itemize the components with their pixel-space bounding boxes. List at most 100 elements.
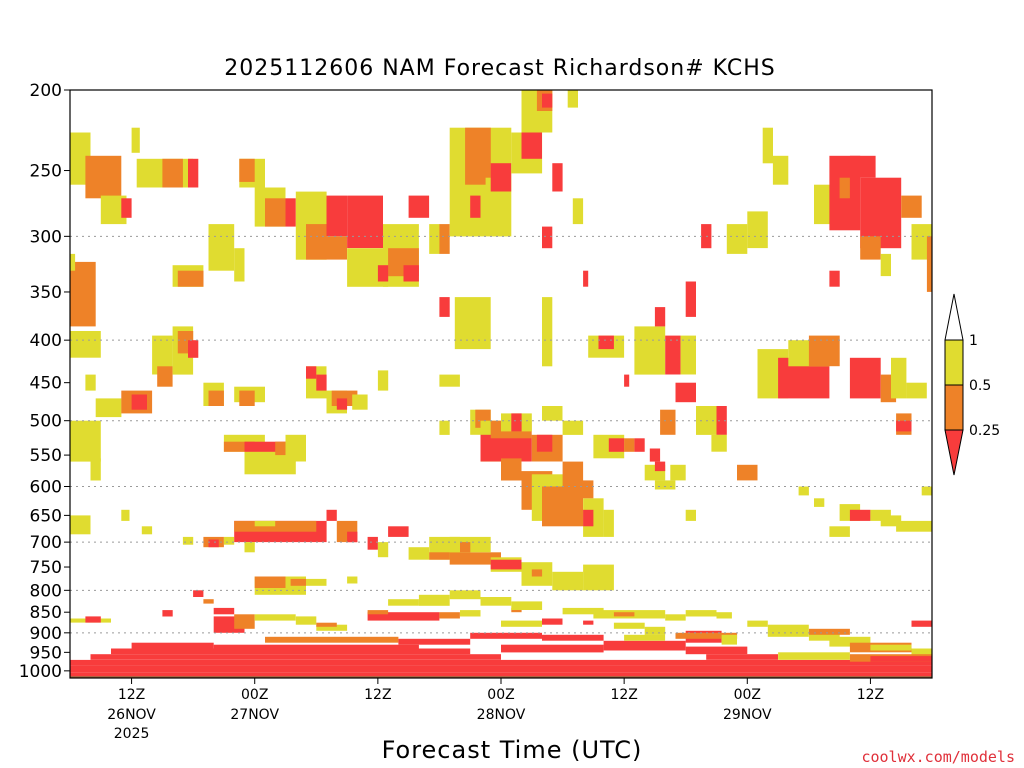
heatmap-cell [70, 515, 91, 535]
heatmap-cell [603, 509, 614, 537]
heatmap-cell [521, 132, 542, 159]
heatmap-cell [326, 195, 347, 237]
heatmap-cell [675, 632, 738, 639]
heatmap-cell [439, 612, 460, 619]
heatmap-cell [598, 335, 614, 350]
heatmap-cell [767, 624, 809, 637]
heatmap-cell [921, 486, 932, 496]
x-tick-date: 28NOV [477, 707, 526, 723]
heatmap-cell [542, 406, 563, 421]
heatmap-cell [501, 620, 542, 627]
heatmap-cell [772, 155, 789, 185]
heatmap-cell [562, 420, 584, 435]
heatmap-cell [896, 520, 932, 532]
heatmap-cell [870, 644, 912, 651]
colorbar-bin [944, 384, 964, 431]
heatmap-cell [449, 590, 481, 600]
heatmap-cell [439, 297, 450, 317]
heatmap-cell [654, 307, 666, 327]
heatmap-cell [265, 198, 286, 227]
heatmap-cell [239, 390, 255, 406]
heatmap-cell [665, 335, 681, 375]
heatmap-cell [649, 448, 661, 462]
heatmap-cell [141, 526, 153, 535]
heatmap-cell [70, 331, 101, 358]
heatmap-cell [716, 406, 727, 435]
heatmap-cell [95, 398, 122, 418]
heatmap-cell [665, 614, 686, 621]
heatmap-cell [208, 224, 235, 271]
heatmap-cell [808, 628, 850, 635]
heatmap-cell [182, 536, 194, 545]
heatmap-cell [439, 224, 450, 254]
heatmap-cell [234, 614, 255, 629]
heatmap-cell [367, 612, 440, 621]
x-tick-label: 12Z [610, 687, 637, 703]
heatmap-cell [418, 594, 450, 606]
heatmap-cell [685, 509, 696, 521]
y-tick-label: 850 [30, 603, 62, 623]
heatmap-cell [860, 236, 881, 260]
heatmap-cell [839, 177, 850, 199]
heatmap-cell [70, 665, 932, 673]
heatmap-cell [511, 607, 522, 613]
y-tick-label: 550 [30, 446, 62, 466]
heatmap-cell [562, 461, 584, 499]
heatmap-cells [70, 90, 932, 677]
credit-text: coolwx.com/models [861, 748, 1015, 766]
heatmap-cell [223, 536, 235, 545]
heatmap-cell [188, 158, 199, 188]
x-tick-date: 29NOV [723, 707, 772, 723]
heatmap-cell [460, 610, 481, 617]
heatmap-cell [336, 398, 348, 410]
colorbar-label: 0.25 [969, 423, 1000, 439]
heatmap-cell [265, 636, 399, 643]
heatmap-cell [290, 578, 306, 586]
colorbar-legend: 1 0.5 0.25 [944, 293, 1000, 476]
heatmap-cell [70, 659, 932, 666]
heatmap-cell [377, 265, 389, 282]
heatmap-cell [90, 458, 101, 481]
heatmap-cell [429, 224, 440, 254]
heatmap-cell [470, 195, 481, 218]
heatmap-cell [254, 614, 296, 621]
heatmap-cell [501, 644, 604, 653]
heatmap-cell [660, 409, 676, 435]
heatmap-cell [326, 236, 347, 260]
y-tick-label: 450 [30, 374, 62, 394]
heatmap-cell [567, 90, 578, 108]
heatmap-cell [906, 382, 927, 399]
heatmap-cell [680, 335, 696, 375]
heatmap-cell [85, 616, 101, 623]
x-tick-date: 27NOV [230, 707, 279, 723]
heatmap-cell [347, 195, 383, 249]
heatmap-cell [880, 253, 891, 277]
heatmap-cell [234, 520, 317, 532]
heatmap-cell [849, 509, 871, 521]
heatmap-cell [634, 326, 666, 375]
x-tick-label: 00Z [487, 687, 514, 703]
heatmap-cell [911, 224, 932, 260]
heatmap-cell [70, 261, 96, 327]
y-tick-label: 350 [30, 283, 62, 303]
heatmap-cell [177, 270, 204, 287]
heatmap-cell [562, 607, 604, 615]
heatmap-cell [685, 281, 696, 317]
heatmap-cell [188, 340, 199, 358]
heatmap-cell [208, 539, 219, 548]
heatmap-cell [347, 576, 358, 584]
heatmap-cell [244, 451, 296, 475]
y-tick-label: 500 [30, 412, 62, 432]
heatmap-cell [429, 552, 450, 560]
heatmap-cell [685, 610, 717, 617]
y-tick-label: 650 [30, 506, 62, 526]
heatmap-cell [85, 155, 122, 199]
x-tick-label: 00Z [241, 687, 268, 703]
heatmap-cell [121, 509, 130, 521]
x-tick-label: 00Z [734, 687, 761, 703]
heatmap-cell [624, 438, 635, 452]
y-tick-label: 800 [30, 581, 62, 601]
heatmap-cell [608, 438, 625, 452]
heatmap-cell [408, 195, 430, 218]
ground-strip [70, 676, 932, 678]
